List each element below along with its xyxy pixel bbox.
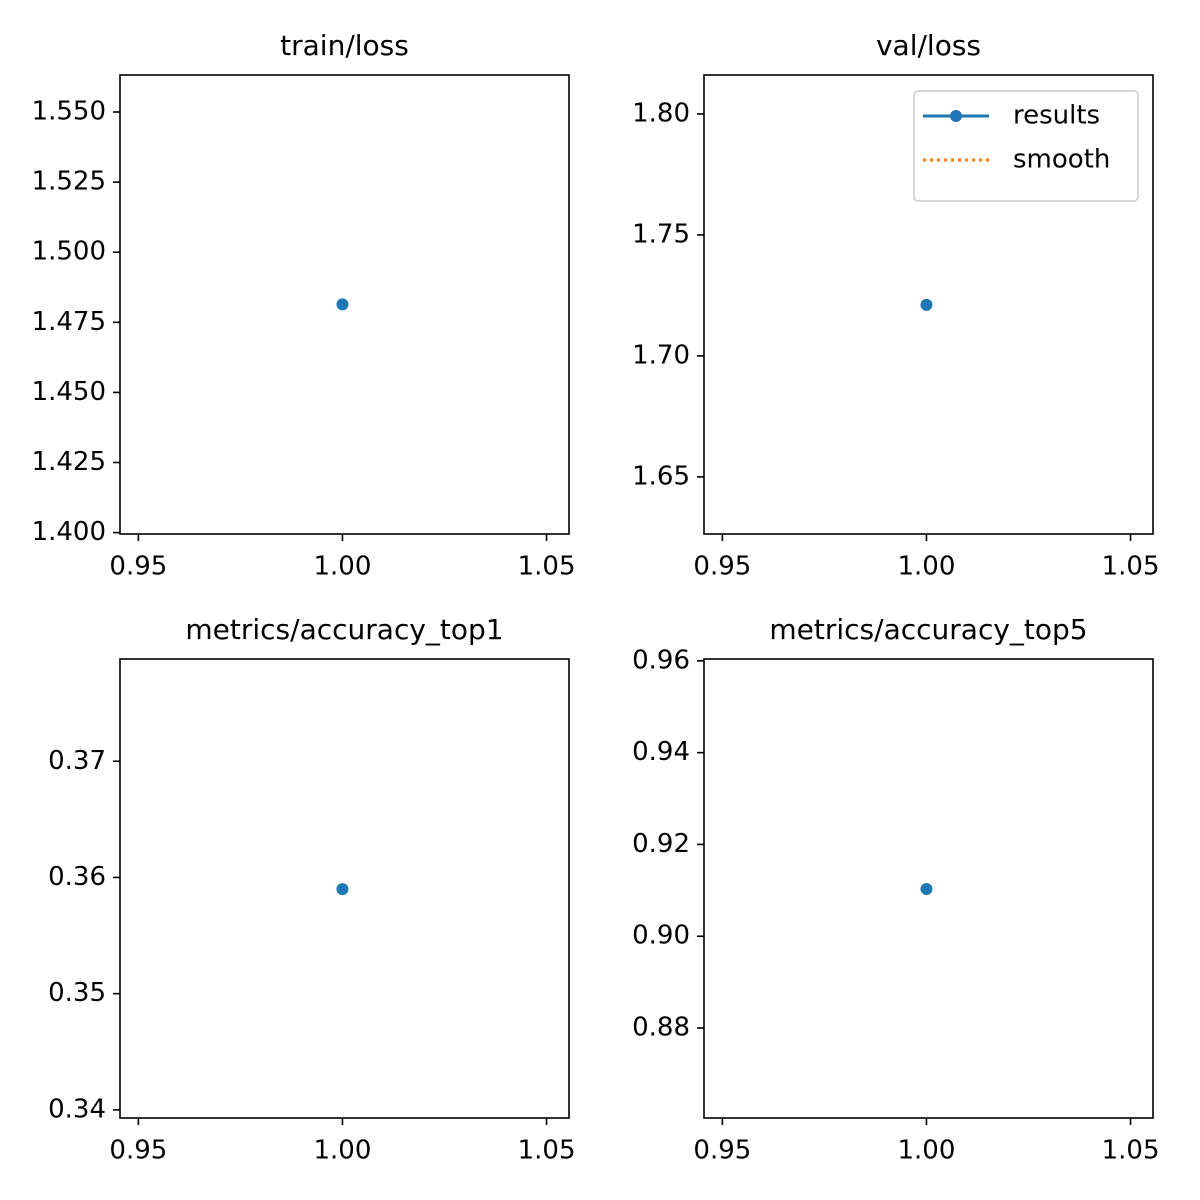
x-tick-label: 1.05: [518, 1136, 576, 1166]
y-tick-label: 1.80: [632, 98, 690, 128]
subplot: val/loss 0.95 1.00 1.05 1.65 1.70 1.75 1.80 resu…: [632, 29, 1159, 582]
subplot: train/loss 0.95 1.00 1.05 1.400 1.425 1.450 1.4…: [32, 29, 576, 582]
y-tick-label: 1.450: [32, 377, 106, 407]
y-tick-label: 0.90: [632, 921, 690, 951]
axes-frame: [703, 74, 1154, 535]
y-tick-label: 0.94: [632, 737, 690, 767]
y-tick-label: 0.36: [48, 862, 106, 892]
x-tick-label: 1.00: [898, 552, 956, 582]
legend-label: results: [1013, 101, 1100, 131]
y-tick-label: 1.425: [32, 447, 106, 477]
x-tick-label: 1.05: [1102, 1136, 1160, 1166]
y-tick-label: 1.65: [632, 461, 690, 491]
axes-frame: [119, 74, 570, 535]
subplot: metrics/accuracy_top1 0.95 1.00 1.05 0.34 0.3…: [48, 613, 575, 1166]
y-tick-label: 0.92: [632, 829, 690, 859]
point: [336, 298, 349, 311]
y-tick-label: 0.88: [632, 1013, 690, 1043]
point: [920, 882, 933, 895]
y-tick-label: 1.500: [32, 237, 106, 267]
subplot-title: metrics/accuracy_top5: [769, 613, 1087, 646]
x-tick-label: 1.00: [898, 1136, 956, 1166]
legend: results smooth: [913, 90, 1139, 202]
x-tick-label: 0.95: [693, 1136, 751, 1166]
y-tick-label: 0.96: [632, 645, 690, 675]
x-tick-label: 0.95: [109, 552, 167, 582]
legend-marker: [950, 110, 962, 122]
y-tick-label: 1.400: [32, 517, 106, 547]
y-tick-label: 1.75: [632, 219, 690, 249]
subplot-title: val/loss: [876, 29, 981, 62]
y-tick-label: 1.525: [32, 167, 106, 197]
point: [336, 883, 349, 896]
legend-box: [913, 90, 1139, 202]
y-tick-label: 0.34: [48, 1094, 106, 1124]
axes-frame: [119, 658, 570, 1119]
subplot-title: metrics/accuracy_top1: [185, 613, 503, 646]
subplot-title: train/loss: [280, 29, 409, 62]
x-tick-label: 1.00: [314, 1136, 372, 1166]
point: [920, 298, 933, 311]
y-tick-label: 0.37: [48, 746, 106, 776]
subplot: metrics/accuracy_top5 0.95 1.00 1.05 0.88 0.9…: [632, 613, 1159, 1166]
x-tick-label: 0.95: [109, 1136, 167, 1166]
x-tick-label: 0.95: [693, 552, 751, 582]
axes-frame: [703, 658, 1154, 1119]
x-tick-label: 1.05: [1102, 552, 1160, 582]
y-tick-label: 1.70: [632, 340, 690, 370]
x-tick-label: 1.05: [518, 552, 576, 582]
x-tick-label: 1.00: [314, 552, 372, 582]
y-tick-label: 0.35: [48, 978, 106, 1008]
y-tick-label: 1.550: [32, 97, 106, 127]
y-tick-label: 1.475: [32, 307, 106, 337]
legend-label: smooth: [1013, 145, 1110, 175]
